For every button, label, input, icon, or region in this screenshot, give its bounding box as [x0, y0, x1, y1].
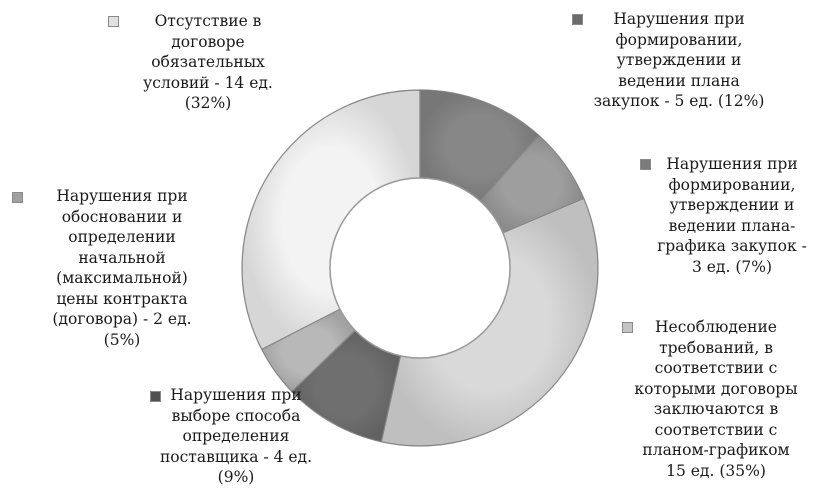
legend-marker-plan-violations — [572, 14, 583, 25]
donut-segment-shade-missing-conditions — [241, 90, 420, 350]
label-schedule-violations: Нарушения при формировании, утверждении … — [640, 154, 812, 277]
label-noncompliance: Несоблюдение требований, в соответствии … — [622, 317, 804, 481]
legend-marker-supplier-method — [150, 391, 161, 402]
label-schedule-violations-text: Нарушения при формировании, утверждении … — [657, 155, 807, 276]
legend-marker-missing-conditions — [108, 16, 119, 27]
label-missing-conditions-text: Отсутствие в договоре обязательных услов… — [143, 12, 273, 112]
label-price-justification: Нарушения при обосновании и определении … — [12, 186, 232, 350]
donut-hole — [329, 177, 511, 359]
legend-marker-price-justification — [12, 192, 23, 203]
donut-segment-shade-supplier-method — [291, 330, 401, 442]
donut-segment-shade-plan-violations — [420, 90, 539, 201]
label-noncompliance-text: Несоблюдение требований, в соответствии … — [634, 318, 798, 480]
legend-marker-noncompliance — [622, 322, 633, 333]
donut-segment-shade-schedule-violations — [480, 135, 584, 233]
label-missing-conditions: Отсутствие в договоре обязательных услов… — [108, 11, 308, 114]
label-supplier-method-text: Нарушения при выборе способа определения… — [159, 386, 313, 486]
label-plan-violations-text: Нарушения при формировании, утверждении … — [593, 10, 765, 110]
label-plan-violations: Нарушения при формировании, утверждении … — [572, 9, 774, 112]
legend-marker-schedule-violations — [640, 159, 651, 170]
donut-segment-shade-price-justification — [261, 309, 356, 392]
label-price-justification-text: Нарушения при обосновании и определении … — [52, 187, 192, 349]
donut-segments — [241, 89, 599, 447]
label-supplier-method: Нарушения при выборе способа определения… — [150, 385, 320, 488]
donut-segment-shade-noncompliance — [381, 198, 598, 446]
